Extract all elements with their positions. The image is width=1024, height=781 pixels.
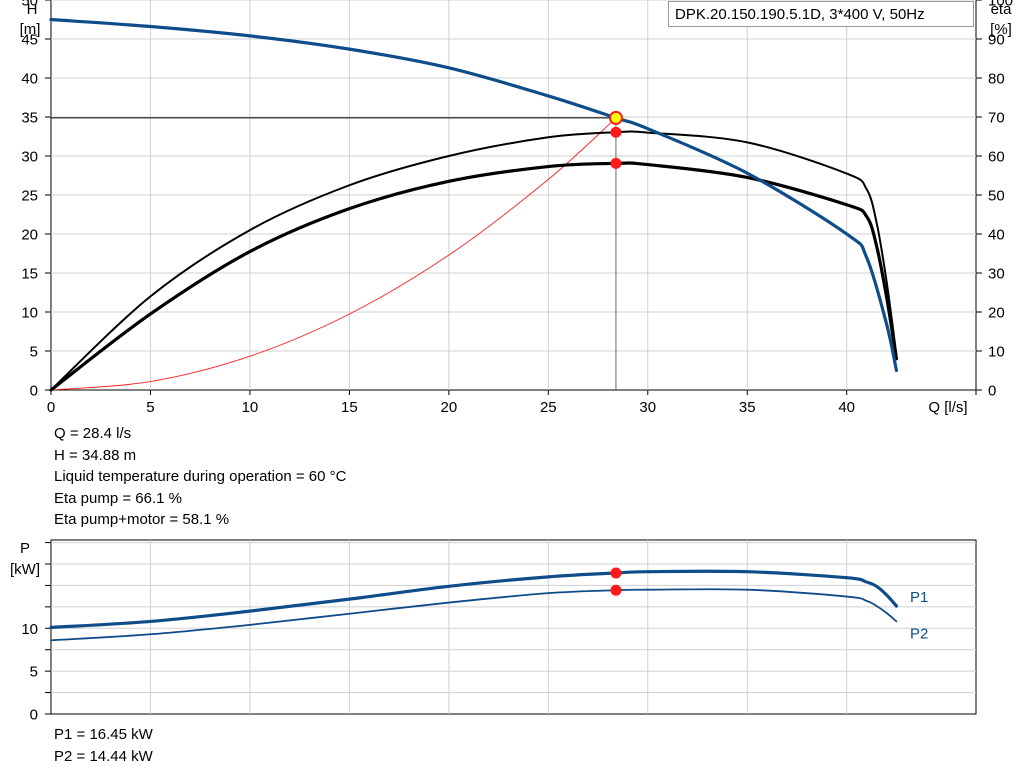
- head-curve: [49, 17, 899, 373]
- y-left-tick-label: 45: [21, 32, 38, 49]
- p1-readout: P1 = 16.45 kW: [54, 726, 153, 743]
- x-tick-label: 10: [242, 399, 259, 416]
- y-left-tick-label: 15: [21, 266, 38, 283]
- y-left-tick-label: 50: [21, 0, 38, 10]
- x-tick-label: 15: [341, 399, 358, 416]
- eta-pump-motor-readout: Eta pump+motor = 58.1 %: [54, 511, 230, 528]
- pump-model-box: DPK.20.150.190.5.1D, 3*400 V, 50Hz: [668, 1, 974, 27]
- p1-duty-point: [610, 567, 622, 579]
- x-tick-label: 25: [540, 399, 557, 416]
- head-chart-grid: [45, 0, 982, 395]
- y-right-tick-label: 60: [988, 149, 1005, 166]
- y-right-tick-label: 10: [988, 344, 1005, 361]
- x-tick-label: 20: [441, 399, 458, 416]
- y-right-tick-label: 30: [988, 266, 1005, 283]
- power-chart-grid: [45, 539, 977, 715]
- system-curve: [50, 117, 617, 391]
- y-left-tick-label: 35: [21, 110, 38, 127]
- y-right-tick-label: 80: [988, 71, 1005, 88]
- labels-layer: 0 5 10 15 20 25 30 35 40051015202530354045500102…: [10, 0, 1013, 724]
- y-left-tick-label: 40: [21, 71, 38, 88]
- head-duty-point: [608, 110, 623, 125]
- power-axis-unit: [kW]: [10, 561, 40, 578]
- power-y-tick-label: 10: [21, 621, 38, 638]
- power-y-tick-label: 0: [30, 707, 38, 724]
- y-left-tick-label: 30: [21, 149, 38, 166]
- power-readout: P1 = 16.45 kW P2 = 14.44 kW: [54, 724, 153, 767]
- y-left-axis-unit: [m]: [20, 21, 41, 38]
- power-axis-label: P: [20, 540, 30, 557]
- x-tick-label: 30: [639, 399, 656, 416]
- y-right-axis-unit: [%]: [990, 21, 1012, 38]
- eta-pump-motor-duty-point: [610, 157, 622, 169]
- y-right-tick-label: 100: [988, 0, 1013, 10]
- head-readout: H = 34.88 m: [54, 446, 137, 464]
- x-tick-label: 35: [739, 399, 756, 416]
- y-right-tick-label: 70: [988, 110, 1005, 127]
- flow-readout: Q = 28.4 l/s: [54, 425, 132, 442]
- p2-duty-point: [610, 584, 622, 596]
- power-plot-frame: [50, 539, 977, 715]
- x-tick-label: 0: [47, 399, 55, 416]
- power-label-p1: P1: [910, 589, 928, 606]
- eta-pump-duty-point: [610, 126, 622, 138]
- power-label-p2: P2: [910, 625, 928, 642]
- y-right-axis-label: eta: [991, 1, 1013, 18]
- curves-layer: [49, 17, 899, 642]
- y-right-tick-label: 40: [988, 227, 1005, 244]
- pump-model-label: DPK.20.150.190.5.1D, 3*400 V, 50Hz: [675, 6, 925, 23]
- y-left-tick-label: 0: [30, 383, 38, 400]
- p2-readout: P2 = 14.44 kW: [54, 747, 153, 765]
- x-tick-label: 5: [146, 399, 154, 416]
- duty-point-readout: Q = 28.4 l/s H = 34.88 m Liquid temperat…: [54, 423, 346, 531]
- y-left-tick-label: 25: [21, 188, 38, 205]
- y-left-tick-label: 10: [21, 305, 38, 322]
- y-left-axis-label: H: [27, 1, 38, 18]
- eta-pump-readout: Eta pump = 66.1 %: [54, 489, 182, 507]
- y-right-tick-label: 0: [988, 383, 996, 400]
- y-right-tick-label: 20: [988, 305, 1005, 322]
- liquid-temperature-readout: Liquid temperature during operation = 60…: [54, 468, 347, 485]
- x-axis-label: Q [l/s]: [928, 399, 967, 416]
- y-right-tick-label: 50: [988, 188, 1005, 205]
- power-y-tick-label: 5: [30, 664, 38, 681]
- y-left-tick-label: 5: [30, 344, 38, 361]
- x-tick-label: 40: [838, 399, 855, 416]
- y-left-tick-label: 20: [21, 227, 38, 244]
- y-right-tick-label: 90: [988, 32, 1005, 49]
